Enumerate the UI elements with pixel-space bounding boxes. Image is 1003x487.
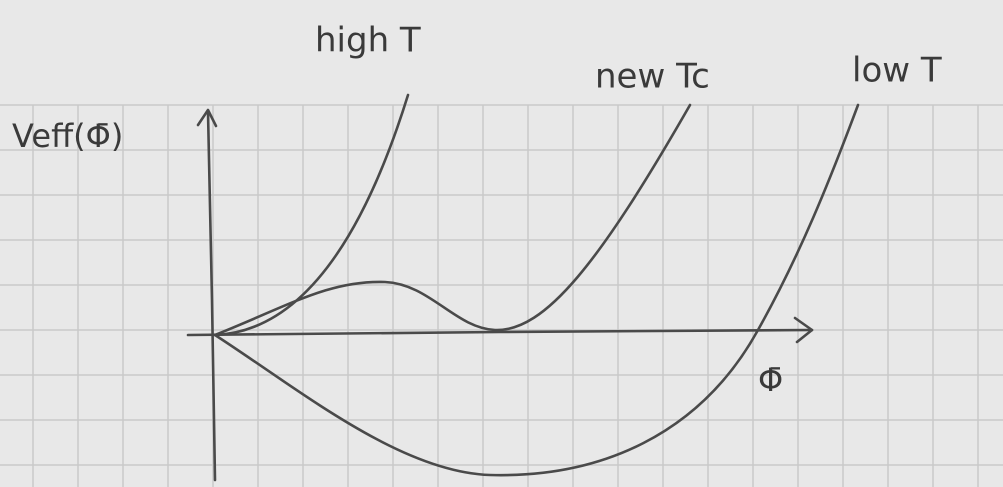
y-axis-label: Veff(Φ̄) (12, 117, 123, 155)
high-t-label: high T (315, 21, 421, 61)
x-axis-label: Φ̄ (758, 361, 783, 399)
new-tc-label: new Tc (595, 57, 710, 97)
sketch: high T new Tc low T Veff(Φ̄) Φ̄ (0, 0, 1003, 487)
low-t-label: low T (852, 51, 942, 91)
